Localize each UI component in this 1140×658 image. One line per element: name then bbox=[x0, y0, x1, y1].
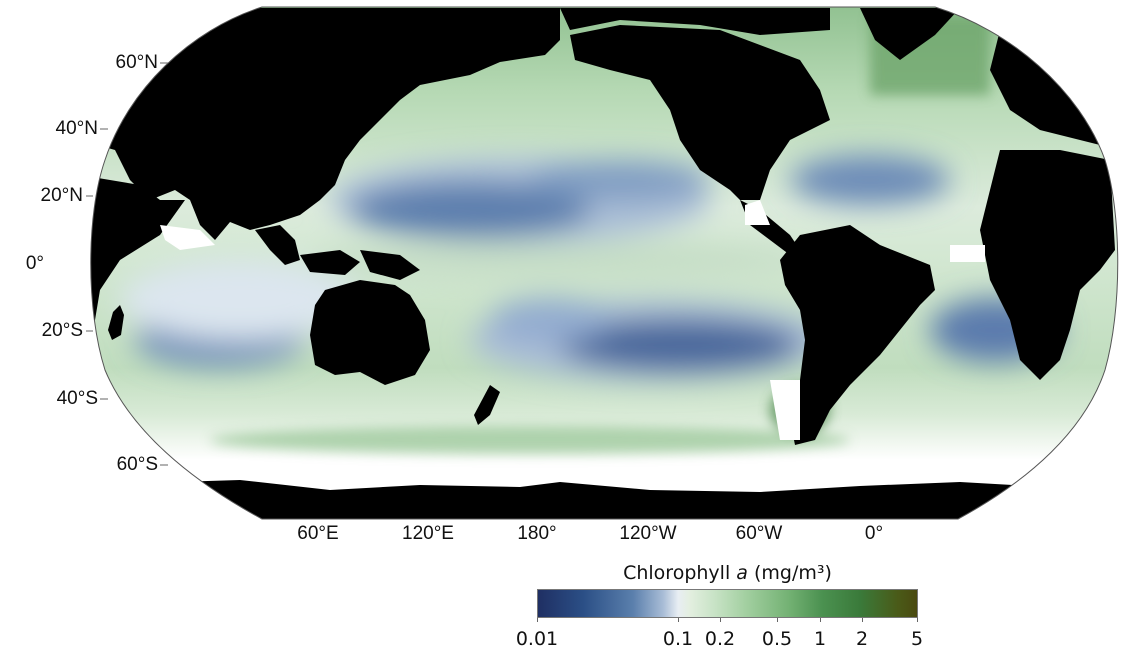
chlorophyll-map bbox=[86, 6, 1119, 520]
colorbar bbox=[537, 589, 918, 618]
lat-label-40s: 40°S bbox=[56, 388, 98, 409]
land bbox=[90, 8, 1118, 519]
colorbar-tick-label-1: 1 bbox=[813, 628, 827, 650]
lat-label-60s: 60°S bbox=[116, 454, 158, 475]
colorbar-tick bbox=[777, 618, 778, 622]
gyres bbox=[120, 155, 1060, 380]
colorbar-title-units: (mg/m³) bbox=[747, 562, 832, 584]
globe bbox=[90, 7, 1118, 519]
colorbar-tick bbox=[862, 618, 863, 622]
colorbar-tick bbox=[820, 618, 821, 622]
colorbar-title-main: Chlorophyll bbox=[623, 562, 737, 584]
colorbar-tick bbox=[917, 618, 918, 622]
lat-label-40n: 40°N bbox=[55, 118, 98, 139]
lat-label-20n: 20°N bbox=[40, 185, 83, 206]
colorbar-tick-label-0-5: 0.5 bbox=[761, 628, 793, 650]
colorbar-title: Chlorophyll a (mg/m³) bbox=[537, 562, 918, 584]
colorbar-tick-label-2: 2 bbox=[855, 628, 869, 650]
lat-label-20s: 20°S bbox=[41, 320, 83, 341]
globe-outline bbox=[90, 6, 1119, 520]
colorbar-tick bbox=[678, 618, 679, 622]
lon-label-60w: 60°W bbox=[735, 523, 783, 544]
lat-label-0: 0° bbox=[25, 253, 44, 274]
lon-label-0: 0° bbox=[864, 523, 884, 544]
coastal-gaps bbox=[90, 200, 985, 440]
colorbar-tick-label-0-1: 0.1 bbox=[662, 628, 694, 650]
colorbar-tick-label-0-2: 0.2 bbox=[704, 628, 736, 650]
colorbar-tick-label-0-01: 0.01 bbox=[515, 628, 559, 650]
lon-label-120w: 120°W bbox=[619, 523, 677, 544]
colorbar-tick-label-5: 5 bbox=[910, 628, 924, 650]
colorbar-tick bbox=[720, 618, 721, 622]
lon-label-180: 180° bbox=[517, 523, 557, 544]
lat-label-60n: 60°N bbox=[115, 52, 158, 73]
colorbar-tick bbox=[537, 618, 538, 622]
lon-label-60e: 60°E bbox=[297, 523, 339, 544]
lat-ticks bbox=[86, 62, 168, 466]
colorbar-title-italic: a bbox=[736, 562, 748, 584]
lon-label-120e: 120°E bbox=[402, 523, 454, 544]
